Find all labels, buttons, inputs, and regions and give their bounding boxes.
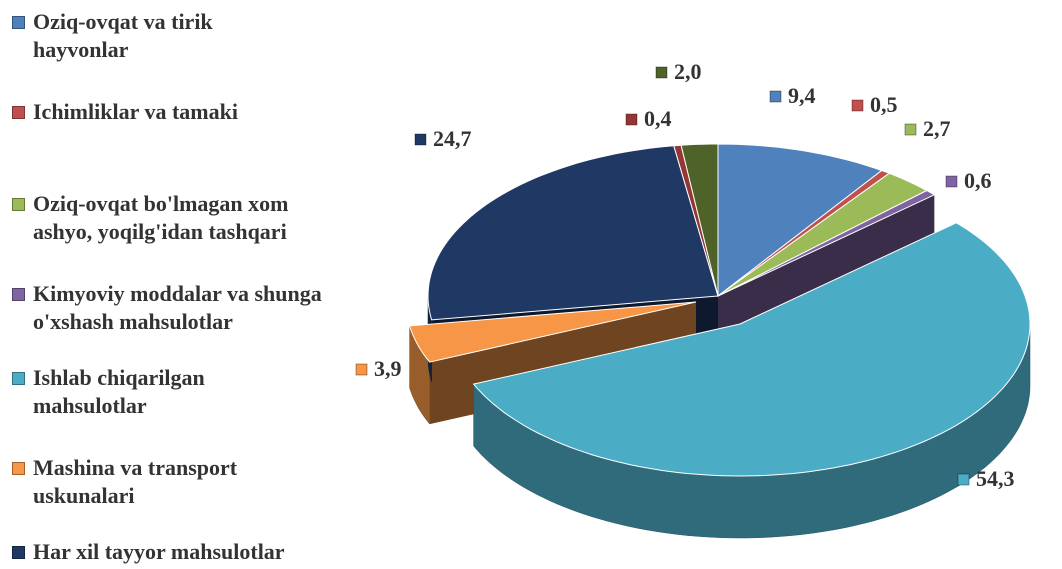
legend-label: Mashina va transport uskunalari bbox=[33, 455, 238, 508]
legend-swatch bbox=[12, 16, 25, 29]
data-label: 0,5 bbox=[870, 92, 898, 117]
data-label: 24,7 bbox=[433, 126, 472, 151]
legend-label: Har xil tayyor mahsulotlar bbox=[33, 539, 285, 564]
data-label: 54,3 bbox=[976, 466, 1015, 491]
label-swatch bbox=[851, 99, 864, 112]
label-swatch bbox=[355, 363, 368, 376]
data-label: 9,4 bbox=[788, 83, 816, 108]
legend-item: Mashina va transport uskunalari bbox=[12, 454, 313, 510]
legend-label: Kimyoviy moddalar va shunga o'xshash mah… bbox=[33, 281, 322, 334]
label-swatch bbox=[655, 66, 668, 79]
legend-label: Ishlab chiqarilgan mahsulotlar bbox=[33, 365, 205, 418]
legend-item: Har xil tayyor mahsulotlar bbox=[12, 538, 433, 566]
legend-label: Oziq-ovqat va tirik hayvonlar bbox=[33, 9, 213, 62]
legend-label: Ichimliklar va tamaki bbox=[33, 99, 238, 124]
legend-label: Oziq-ovqat bo'lmagan xom ashyo, yoqilg'i… bbox=[33, 191, 289, 244]
label-swatch bbox=[414, 133, 427, 146]
data-label: 2,7 bbox=[923, 116, 951, 141]
legend-swatch bbox=[12, 462, 25, 475]
label-swatch bbox=[904, 123, 917, 136]
slice bbox=[408, 301, 697, 363]
data-label: 0,4 bbox=[644, 106, 672, 131]
legend-item: Kimyoviy moddalar va shunga o'xshash mah… bbox=[12, 280, 333, 336]
legend: Oziq-ovqat va tirik hayvonlar Ichimliklar… bbox=[0, 0, 420, 569]
pie-tops bbox=[408, 143, 1031, 477]
slice bbox=[717, 143, 883, 298]
slice bbox=[717, 189, 936, 297]
slice bbox=[472, 222, 1031, 477]
legend-swatch bbox=[12, 288, 25, 301]
slice bbox=[427, 145, 719, 321]
label-swatch bbox=[957, 473, 970, 486]
legend-item: Oziq-ovqat bo'lmagan xom ashyo, yoqilg'i… bbox=[12, 190, 353, 246]
slice bbox=[680, 143, 719, 297]
legend-swatch bbox=[12, 372, 25, 385]
legend-swatch bbox=[12, 546, 25, 559]
label-swatch bbox=[769, 90, 782, 103]
label-swatch bbox=[945, 175, 958, 188]
data-label: 3,9 bbox=[374, 356, 402, 381]
legend-swatch bbox=[12, 106, 25, 119]
legend-swatch bbox=[12, 198, 25, 211]
label-swatch bbox=[625, 113, 638, 126]
legend-item: Oziq-ovqat va tirik hayvonlar bbox=[12, 8, 283, 64]
slice bbox=[717, 172, 928, 297]
data-label: 0,6 bbox=[964, 168, 992, 193]
legend-item: Ichimliklar va tamaki bbox=[12, 98, 433, 126]
data-label: 2,0 bbox=[674, 59, 702, 84]
legend-item: Ishlab chiqarilgan mahsulotlar bbox=[12, 364, 283, 420]
